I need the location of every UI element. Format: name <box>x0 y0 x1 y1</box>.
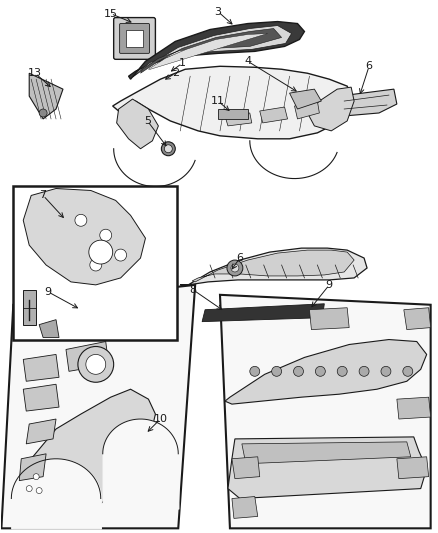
Text: 11: 11 <box>211 96 225 106</box>
Polygon shape <box>242 442 411 464</box>
Polygon shape <box>260 107 288 123</box>
Circle shape <box>75 214 87 226</box>
Polygon shape <box>218 109 248 119</box>
Circle shape <box>403 366 413 376</box>
Polygon shape <box>1 285 195 528</box>
Text: 5: 5 <box>144 116 151 126</box>
Text: 9: 9 <box>45 287 52 297</box>
Polygon shape <box>404 308 431 329</box>
Polygon shape <box>220 295 431 528</box>
Polygon shape <box>397 397 431 419</box>
Text: 9: 9 <box>326 280 333 290</box>
Polygon shape <box>39 320 59 337</box>
Circle shape <box>359 366 369 376</box>
Circle shape <box>86 354 106 374</box>
Polygon shape <box>397 457 429 479</box>
Polygon shape <box>23 290 36 325</box>
Polygon shape <box>180 248 367 285</box>
FancyBboxPatch shape <box>114 18 155 59</box>
Text: 8: 8 <box>190 285 197 295</box>
Polygon shape <box>141 29 282 73</box>
Polygon shape <box>19 454 46 481</box>
Circle shape <box>315 366 325 376</box>
Circle shape <box>78 346 114 382</box>
Text: 6: 6 <box>237 253 244 263</box>
Polygon shape <box>19 389 155 511</box>
Circle shape <box>164 145 172 153</box>
Circle shape <box>337 366 347 376</box>
Text: 15: 15 <box>104 9 118 19</box>
Polygon shape <box>29 73 63 119</box>
Circle shape <box>227 260 243 276</box>
FancyBboxPatch shape <box>126 29 144 47</box>
Text: 2: 2 <box>172 68 179 78</box>
Text: 10: 10 <box>153 414 167 424</box>
Polygon shape <box>23 354 59 381</box>
Polygon shape <box>133 26 292 77</box>
Text: 13: 13 <box>28 68 42 78</box>
Polygon shape <box>232 497 258 519</box>
Polygon shape <box>23 189 145 285</box>
Circle shape <box>250 366 260 376</box>
Circle shape <box>161 142 175 156</box>
Circle shape <box>381 366 391 376</box>
Text: 6: 6 <box>366 61 373 71</box>
Polygon shape <box>228 437 427 498</box>
Polygon shape <box>202 304 324 321</box>
Polygon shape <box>66 342 109 372</box>
Polygon shape <box>294 101 319 119</box>
Polygon shape <box>337 89 397 116</box>
Circle shape <box>90 259 102 271</box>
Circle shape <box>89 240 113 264</box>
Polygon shape <box>309 308 349 329</box>
Circle shape <box>36 488 42 494</box>
Circle shape <box>231 264 239 272</box>
Circle shape <box>100 229 112 241</box>
Polygon shape <box>23 384 59 411</box>
Circle shape <box>33 474 39 480</box>
Text: 4: 4 <box>244 56 251 66</box>
Polygon shape <box>148 34 268 69</box>
Circle shape <box>272 366 282 376</box>
Circle shape <box>293 366 304 376</box>
Text: 1: 1 <box>179 58 186 68</box>
Polygon shape <box>113 66 354 139</box>
Polygon shape <box>225 113 252 126</box>
Polygon shape <box>232 457 260 479</box>
Polygon shape <box>225 340 427 404</box>
Polygon shape <box>192 250 354 282</box>
Polygon shape <box>26 419 56 444</box>
Text: 3: 3 <box>215 6 222 17</box>
Text: 7: 7 <box>39 190 47 200</box>
Bar <box>13 185 177 340</box>
Polygon shape <box>117 99 159 149</box>
Circle shape <box>26 486 32 491</box>
FancyBboxPatch shape <box>120 23 149 53</box>
Circle shape <box>39 109 47 117</box>
Polygon shape <box>290 89 321 109</box>
Polygon shape <box>129 21 304 79</box>
Circle shape <box>115 249 127 261</box>
Polygon shape <box>307 87 354 131</box>
